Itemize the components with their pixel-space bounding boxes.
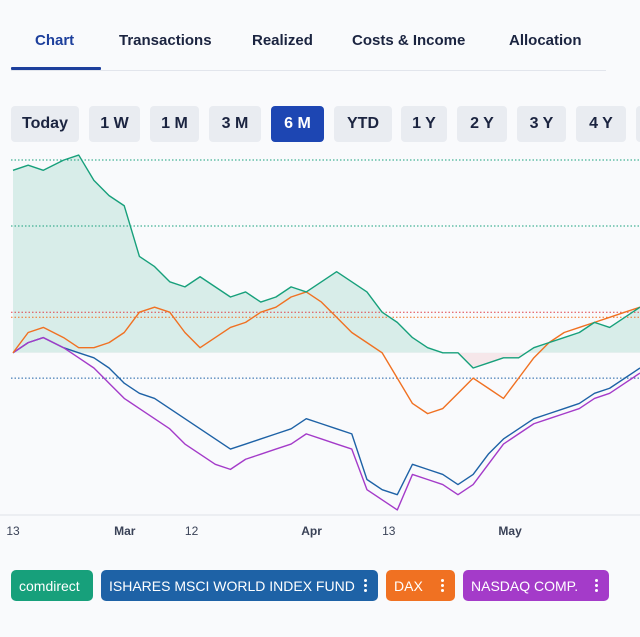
range-today-button[interactable]: Today	[11, 106, 79, 142]
series-line-nasdaq-comp	[12, 336, 640, 511]
range-1m-button[interactable]: 1 M	[150, 106, 199, 142]
series-line-comdirect	[12, 154, 640, 369]
tab-transactions[interactable]: Transactions	[119, 32, 212, 49]
tab-bar: Chart Transactions Realized Costs & Inco…	[11, 0, 606, 71]
range-1y-button[interactable]: 1 Y	[401, 106, 447, 142]
time-range-selector: Today 1 W 1 M 3 M 6 M YTD 1 Y 2 Y 3 Y 4 …	[0, 106, 640, 142]
range-ytd-button[interactable]: YTD	[334, 106, 392, 142]
range-6m-button[interactable]: 6 M	[271, 106, 324, 142]
performance-chart[interactable]: 13 Mar 12 Apr 13 May	[0, 150, 640, 545]
legend-chip-nasdaq[interactable]: NASDAQ COMP.	[463, 570, 609, 601]
range-2y-button[interactable]: 2 Y	[457, 106, 507, 142]
range-more-button[interactable]	[636, 106, 640, 142]
tab-allocation[interactable]: Allocation	[509, 32, 582, 49]
legend-label: DAX	[394, 577, 423, 594]
active-tab-indicator	[11, 67, 101, 70]
range-3m-button[interactable]: 3 M	[209, 106, 261, 142]
x-tick-label: 12	[185, 524, 199, 538]
comdirect-area-gain	[13, 155, 640, 353]
x-tick-label: 13	[6, 524, 20, 538]
series-line-dax	[12, 291, 640, 415]
range-1w-button[interactable]: 1 W	[89, 106, 140, 142]
legend-chip-dax[interactable]: DAX	[386, 570, 455, 601]
range-4y-button[interactable]: 4 Y	[576, 106, 626, 142]
range-3y-button[interactable]: 3 Y	[517, 106, 566, 142]
series-line-ishares-msci-world-index-fund	[12, 336, 640, 496]
x-tick-label: May	[498, 524, 522, 538]
legend-chip-ishares[interactable]: ISHARES MSCI WORLD INDEX FUND	[101, 570, 378, 601]
legend-label: comdirect	[19, 577, 80, 594]
tab-costs-income[interactable]: Costs & Income	[352, 32, 466, 49]
kebab-icon[interactable]	[591, 570, 601, 601]
kebab-icon[interactable]	[360, 570, 370, 601]
x-tick-label: Apr	[301, 524, 322, 538]
legend-label: ISHARES MSCI WORLD INDEX FUND	[109, 577, 355, 594]
kebab-icon[interactable]	[437, 570, 447, 601]
tab-realized[interactable]: Realized	[252, 32, 313, 49]
tab-chart[interactable]: Chart	[35, 32, 75, 49]
x-tick-label: 13	[382, 524, 396, 538]
x-tick-label: Mar	[114, 524, 136, 538]
legend-label: NASDAQ COMP.	[471, 577, 579, 594]
legend-chip-comdirect[interactable]: comdirect	[11, 570, 93, 601]
